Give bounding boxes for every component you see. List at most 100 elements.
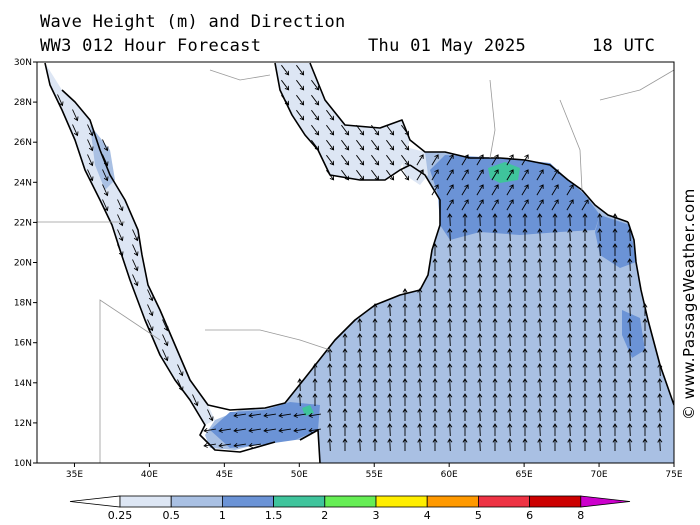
lon-tick-label: 60E — [441, 470, 458, 480]
wave-direction-arrow — [162, 334, 169, 347]
lat-tick-label: 24N — [14, 178, 32, 188]
wave-direction-arrow — [537, 228, 543, 242]
wave-direction-arrow — [132, 244, 139, 257]
border-saudi-yemen — [205, 329, 331, 351]
wave-direction-arrow — [417, 333, 423, 347]
wave-direction-arrow — [537, 438, 543, 452]
wave-direction-arrow — [537, 243, 543, 257]
wave-direction-arrow — [342, 363, 348, 376]
wave-direction-arrow — [462, 393, 468, 406]
wave-direction-arrow — [597, 318, 603, 332]
wave-direction-arrow — [308, 427, 321, 433]
colorbar-high-end — [580, 495, 631, 508]
wave-direction-arrow — [491, 169, 499, 181]
wave-direction-arrow — [87, 139, 94, 152]
wave-direction-arrow — [417, 438, 423, 452]
wave-direction-arrow — [447, 258, 453, 272]
wave-direction-arrow — [492, 273, 498, 286]
wave-direction-arrow — [102, 139, 109, 152]
wave-direction-arrow — [312, 393, 318, 406]
wave-direction-arrow — [296, 94, 305, 106]
wave-direction-arrow — [536, 184, 544, 196]
wave-direction-arrow — [567, 318, 573, 332]
wave-direction-arrow — [567, 378, 573, 392]
wave-direction-arrow — [567, 288, 573, 302]
colorbar-low-end — [69, 495, 121, 508]
wave-direction-arrow — [582, 363, 588, 376]
wave-direction-arrow — [248, 442, 261, 448]
wave-direction-arrow — [627, 273, 633, 287]
lat-tick-label: 14N — [14, 379, 32, 389]
wave-direction-arrow — [597, 228, 603, 242]
wave-direction-arrow — [342, 378, 348, 391]
wave-direction-arrow — [552, 318, 558, 331]
wave-direction-arrow — [627, 408, 633, 422]
wave-direction-arrow — [342, 408, 348, 421]
wave-direction-arrow — [567, 348, 573, 362]
wave-direction-arrow — [72, 109, 79, 122]
wave-direction-arrow — [566, 184, 574, 196]
wave-direction-arrow — [117, 199, 124, 212]
lon-tick-label: 35E — [66, 470, 83, 480]
wave-direction-arrow — [341, 154, 350, 166]
wave-direction-arrow — [432, 378, 438, 391]
wave-direction-arrow — [612, 303, 618, 316]
wave-direction-arrow — [522, 228, 528, 241]
wave-direction-arrow — [477, 363, 483, 377]
wave-direction-arrow — [522, 258, 528, 271]
wave-direction-arrow — [567, 408, 573, 422]
wave-direction-arrow — [642, 333, 648, 346]
wave-direction-arrow — [492, 378, 498, 391]
wave-direction-arrow — [477, 378, 483, 392]
wave-direction-arrow — [341, 139, 350, 151]
wave-direction-arrow — [612, 363, 618, 376]
wave-direction-arrow — [402, 438, 408, 451]
wave-direction-arrow — [597, 303, 603, 317]
wave-direction-arrow — [642, 393, 648, 406]
lat-tick-label: 18N — [14, 299, 32, 309]
longitude-ticks: 35E 40E 45E 50E 55E 60E 65E 70E 75E — [66, 463, 683, 480]
wave-direction-arrow — [567, 393, 573, 407]
wave-direction-arrow — [402, 393, 408, 406]
wave-direction-arrow — [612, 273, 618, 286]
wave-direction-arrow — [552, 363, 558, 376]
wave-direction-arrow — [132, 259, 139, 272]
wave-direction-arrow — [293, 412, 306, 418]
wave-direction-arrow — [462, 378, 468, 391]
coast-iran — [309, 62, 629, 223]
wave-direction-arrow — [492, 258, 498, 271]
wave-direction-arrow — [87, 154, 94, 167]
colorbar-segment — [221, 495, 274, 508]
wave-direction-arrow — [401, 154, 410, 166]
wave-direction-arrow — [552, 258, 558, 271]
wave-direction-arrow — [522, 333, 528, 346]
wave-direction-arrow — [357, 318, 363, 332]
wave-direction-arrow — [326, 139, 335, 151]
wave-direction-arrow — [567, 303, 573, 317]
wave-direction-arrow — [537, 363, 543, 377]
wave-peak-aden — [302, 405, 314, 416]
wave-direction-arrow — [417, 318, 423, 332]
wave-direction-arrow — [522, 378, 528, 391]
wave-direction-arrow — [612, 228, 618, 241]
wave-direction-arrow — [582, 333, 588, 346]
wave-direction-arrow — [417, 393, 423, 407]
wave-direction-arrow — [477, 438, 483, 452]
wave-direction-arrow — [296, 64, 305, 76]
colorbar-segment — [477, 495, 530, 508]
wave-direction-arrow — [386, 139, 395, 151]
wave-direction-arrow — [522, 438, 528, 451]
wave-direction-arrow — [522, 423, 528, 436]
wave-direction-arrow — [432, 348, 438, 361]
wave-direction-arrow — [537, 303, 543, 317]
wave-direction-arrow — [627, 363, 633, 377]
wave-direction-arrow — [522, 363, 528, 376]
wave-direction-arrow — [657, 393, 663, 407]
wave-direction-arrow — [386, 154, 395, 166]
coast-somalia — [299, 429, 321, 463]
wave-direction-arrow — [492, 213, 498, 226]
wave-direction-arrow — [462, 348, 468, 361]
wave-direction-arrow — [327, 408, 333, 422]
wave-direction-arrow — [462, 363, 468, 376]
wave-direction-arrow — [372, 378, 378, 391]
